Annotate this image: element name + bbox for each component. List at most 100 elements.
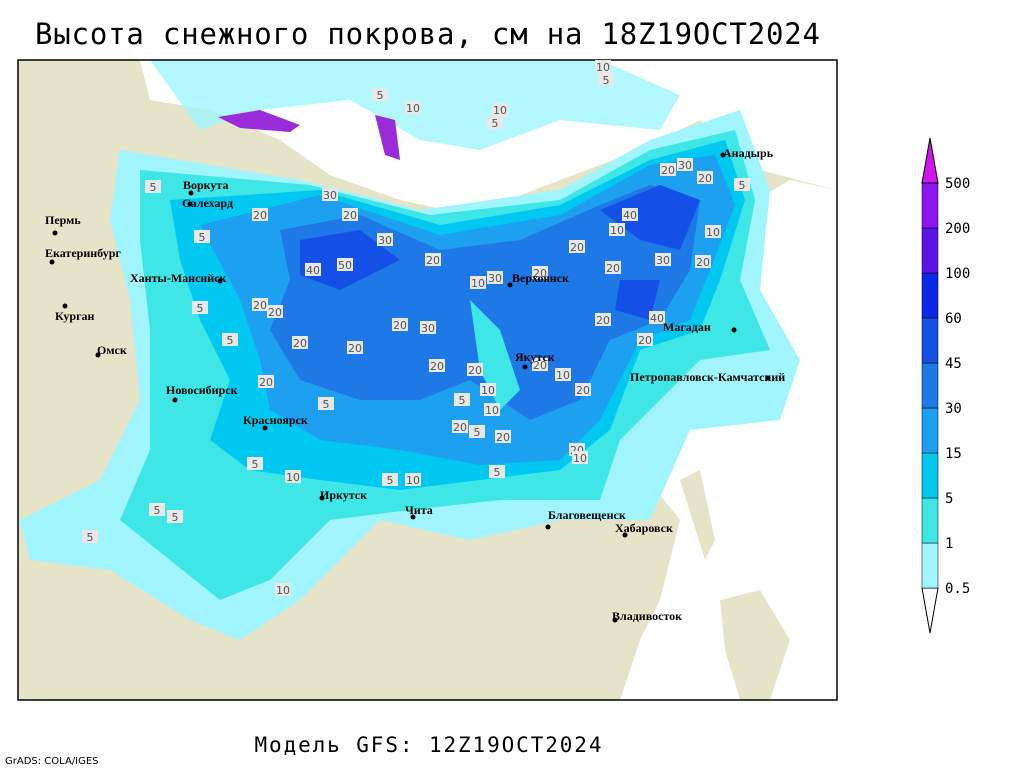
colorbar-label: 200 — [945, 221, 970, 237]
city-label: Салехард — [182, 196, 233, 210]
contour-label: 5 — [154, 504, 161, 517]
map — [18, 60, 837, 700]
snow-200 — [218, 110, 400, 160]
contour-label: 5 — [494, 466, 501, 479]
contour-label-box — [420, 321, 436, 334]
colorbar-label: 15 — [945, 446, 962, 462]
contour-label: 5 — [87, 531, 94, 544]
contour-label-box — [595, 60, 611, 73]
city-dot — [62, 303, 68, 309]
contour-label-box — [660, 163, 676, 176]
contour-label-box — [247, 457, 263, 470]
contour-label: 10 — [573, 452, 587, 465]
contour-label: 10 — [485, 404, 499, 417]
colorbar-label: 60 — [945, 311, 962, 327]
colorbar-label: 1 — [945, 536, 953, 552]
contour-label-box — [655, 253, 671, 266]
contour-label: 20 — [430, 360, 444, 373]
contour-label-box — [575, 383, 591, 396]
colorbar-box — [921, 452, 939, 499]
colorbar-box — [921, 227, 939, 274]
contour-label-box — [555, 368, 571, 381]
map-frame — [17, 59, 838, 701]
contour-label: 10 — [481, 384, 495, 397]
contour-label-box — [734, 178, 750, 191]
city-label: Иркутск — [320, 488, 367, 502]
contour-label: 20 — [426, 254, 440, 267]
contour-label-box — [677, 158, 693, 171]
city-label: Хабаровск — [615, 521, 673, 535]
contour-label: 30 — [678, 159, 692, 172]
contour-label: 20 — [453, 421, 467, 434]
contour-label-box — [495, 430, 511, 443]
contour-label: 20 — [570, 241, 584, 254]
contour-label-box — [275, 583, 291, 596]
city-dot — [95, 352, 101, 358]
contour-label: 40 — [306, 264, 320, 277]
contour-label-box — [392, 318, 408, 331]
contour-label-box — [372, 88, 388, 101]
contour-label-box — [405, 473, 421, 486]
city-label: Чита — [405, 503, 433, 517]
city-label: Курган — [55, 309, 95, 323]
contour-label: 20 — [259, 376, 273, 389]
contour-label-box — [252, 208, 268, 221]
city-label: Омск — [97, 343, 127, 357]
contour-label-box — [695, 255, 711, 268]
contour-label: 5 — [459, 394, 466, 407]
contour-label-box — [649, 311, 665, 324]
contour-label: 20 — [638, 334, 652, 347]
contour-label: 20 — [576, 384, 590, 397]
colorbar-label: 30 — [945, 401, 962, 417]
contour-label-box — [305, 263, 321, 276]
snow-45 — [300, 185, 700, 320]
colorbar-box — [921, 182, 939, 229]
city-dot — [765, 375, 771, 381]
contour-label: 20 — [698, 172, 712, 185]
contour-label: 50 — [338, 259, 352, 272]
contour-label-box — [637, 333, 653, 346]
contour-label-box — [532, 358, 548, 371]
city-dot — [49, 259, 55, 265]
city-dot — [262, 425, 268, 431]
contour-label-box — [532, 266, 548, 279]
contour-label: 10 — [286, 471, 300, 484]
contour-label: 5 — [199, 231, 206, 244]
pacific-ocean — [610, 180, 837, 700]
colorbar-box — [921, 272, 939, 319]
contour-label-box — [318, 397, 334, 410]
contour-label: 30 — [378, 234, 392, 247]
contour-label: 40 — [623, 209, 637, 222]
contour-label: 5 — [739, 179, 746, 192]
japan — [720, 590, 790, 700]
contour-label-box — [425, 253, 441, 266]
contour-label-box — [470, 276, 486, 289]
city-label: Магадан — [663, 320, 711, 334]
contour-label: 20 — [606, 262, 620, 275]
footer: Модель GFS: 12Z19OCT2024 — [255, 733, 602, 757]
contour-label-box — [285, 470, 301, 483]
contour-label: 20 — [468, 364, 482, 377]
contour-label-box — [705, 225, 721, 238]
contour-label: 5 — [197, 302, 204, 315]
contour-label: 5 — [172, 511, 179, 524]
sakhalin — [680, 470, 715, 560]
contour-label: 20 — [293, 337, 307, 350]
contour-label-box — [337, 258, 353, 271]
contour-label-box — [192, 301, 208, 314]
contour-label-box — [82, 530, 98, 543]
city-dot — [217, 278, 223, 284]
city-label: Новосибирск — [166, 383, 238, 397]
contour-label: 5 — [323, 398, 330, 411]
contour-label: 30 — [421, 322, 435, 335]
contour-label: 20 — [533, 359, 547, 372]
contour-label: 10 — [276, 584, 290, 597]
contour-label: 5 — [377, 89, 384, 102]
contour-label-box — [267, 305, 283, 318]
colorbar-bottom-triangle — [921, 587, 939, 634]
city-label: Владивосток — [612, 609, 682, 623]
contour-label-box — [489, 465, 505, 478]
contour-label-box — [598, 73, 614, 86]
city-dot — [522, 364, 528, 370]
